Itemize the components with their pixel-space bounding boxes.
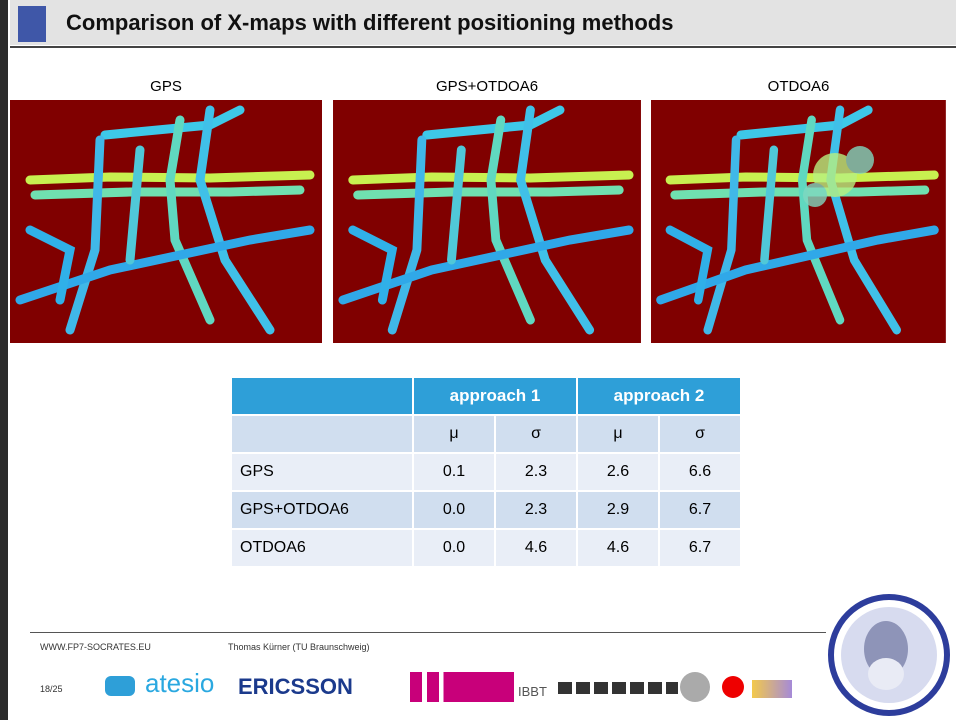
cell: 6.7: [688, 501, 712, 518]
logo-seal: [680, 672, 710, 702]
map-label: GPS: [150, 78, 182, 95]
sub-header: μ: [414, 416, 494, 452]
row-label: GPS: [240, 463, 274, 480]
cell: 2.3: [524, 501, 548, 518]
sub-header: μ: [578, 416, 658, 452]
title: Comparison of X-maps with different posi…: [66, 10, 674, 35]
row-label: GPS+OTDOA6: [240, 501, 349, 518]
page-number: 18/25: [40, 684, 63, 694]
group-header: approach 2: [578, 378, 740, 414]
sub-header: σ: [496, 416, 576, 452]
logo: ERICSSON: [238, 674, 353, 699]
title-square: [18, 6, 46, 42]
cell: 0.0: [442, 501, 466, 518]
logo-block: [470, 672, 514, 702]
title-rule: [10, 46, 956, 48]
left-bar: [0, 0, 8, 720]
logo-strip: [558, 682, 678, 694]
cell: 0.1: [442, 463, 466, 480]
cell: 2.9: [606, 501, 630, 518]
results-table: approach 1 approach 2 μ σ μ σ GPS 0.1 2.…: [230, 376, 742, 568]
cell: 6.7: [688, 539, 712, 556]
website: WWW.FP7-SOCRATES.EU: [40, 642, 151, 652]
logo-vodafone: [722, 676, 744, 698]
cell: 4.6: [606, 539, 630, 556]
footer-rule: [30, 632, 826, 633]
cell: 4.6: [524, 539, 548, 556]
cell: 2.6: [606, 463, 630, 480]
group-header: approach 1: [414, 378, 576, 414]
title-bar: [10, 0, 956, 45]
cell: 0.0: [442, 539, 466, 556]
logo-bars: [410, 672, 470, 702]
author: Thomas Kürner (TU Braunschweig): [228, 642, 370, 652]
map-label: OTDOA6: [767, 78, 830, 95]
logo: IBBT: [518, 684, 547, 699]
map-label: GPS+OTDOA6: [435, 78, 539, 95]
row-label: OTDOA6: [240, 539, 306, 556]
logo: atesio: [145, 668, 215, 698]
logo-icon: [105, 676, 135, 696]
medallion: [828, 594, 950, 716]
sub-header: σ: [660, 416, 740, 452]
logo-swoosh: [752, 680, 792, 698]
cell: 2.3: [524, 463, 548, 480]
cell: 6.6: [688, 463, 712, 480]
